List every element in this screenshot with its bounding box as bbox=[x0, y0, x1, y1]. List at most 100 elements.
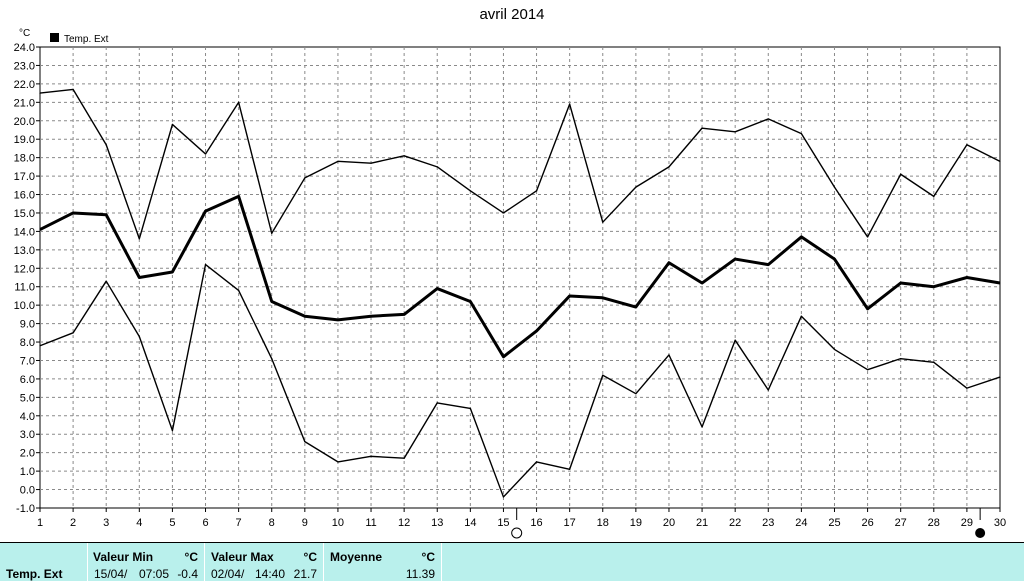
x-tick-label: 25 bbox=[828, 517, 840, 529]
y-tick-label: 4.0 bbox=[20, 411, 35, 423]
data-point bbox=[337, 160, 339, 162]
data-point bbox=[370, 162, 372, 164]
data-point bbox=[337, 319, 339, 321]
data-point bbox=[304, 441, 306, 443]
data-point bbox=[72, 332, 74, 334]
data-point bbox=[370, 455, 372, 457]
summary-footer: Temp. Ext Valeur Min °C 15/04/ 07:05 -0.… bbox=[0, 542, 1024, 581]
temperature-chart: -1.00.01.02.03.04.05.06.07.08.09.010.011… bbox=[14, 28, 1006, 539]
x-tick-label: 9 bbox=[302, 517, 308, 529]
data-point bbox=[933, 361, 935, 363]
data-point bbox=[171, 123, 174, 126]
data-point bbox=[204, 263, 207, 266]
data-point bbox=[701, 282, 703, 284]
y-tick-label: 2.0 bbox=[20, 448, 35, 460]
data-point bbox=[39, 345, 41, 347]
footer-avg-cell: Moyenne °C 11.39 bbox=[324, 543, 442, 581]
x-tick-label: 2 bbox=[70, 517, 76, 529]
data-point bbox=[271, 232, 273, 234]
x-tick-label: 24 bbox=[795, 517, 807, 529]
x-tick-label: 28 bbox=[928, 517, 940, 529]
max-unit: °C bbox=[303, 550, 317, 564]
x-tick-label: 12 bbox=[398, 517, 410, 529]
x-tick-label: 20 bbox=[663, 517, 675, 529]
avg-value: 11.39 bbox=[405, 567, 435, 581]
footer-max-cell: Valeur Max °C 02/04/ 14:40 21.7 bbox=[205, 543, 324, 581]
data-point bbox=[535, 330, 538, 332]
data-point bbox=[767, 389, 769, 391]
data-point bbox=[966, 387, 968, 389]
y-tick-label: 23.0 bbox=[14, 60, 35, 72]
data-point bbox=[535, 461, 538, 463]
x-tick-label: 26 bbox=[861, 517, 873, 529]
x-tick-label: 3 bbox=[103, 517, 109, 529]
data-point bbox=[502, 496, 505, 498]
max-label: Valeur Max bbox=[211, 550, 274, 564]
data-point bbox=[138, 276, 140, 279]
data-point bbox=[138, 238, 140, 240]
y-tick-label: 5.0 bbox=[20, 392, 35, 404]
min-time: 07:05 bbox=[139, 567, 170, 581]
x-tick-label: 19 bbox=[630, 517, 642, 529]
data-point bbox=[370, 315, 372, 317]
data-point bbox=[569, 295, 571, 297]
data-point bbox=[105, 144, 107, 146]
data-point bbox=[668, 354, 670, 356]
data-point bbox=[403, 313, 405, 315]
data-point bbox=[569, 103, 571, 105]
data-point bbox=[767, 263, 769, 266]
data-point bbox=[734, 258, 736, 260]
data-point bbox=[602, 297, 604, 299]
x-tick-label: 11 bbox=[365, 517, 376, 529]
x-tick-label: 13 bbox=[431, 517, 443, 529]
data-point bbox=[105, 214, 107, 216]
data-point bbox=[701, 127, 703, 129]
data-point bbox=[271, 358, 273, 360]
data-point bbox=[635, 186, 637, 188]
plot-area bbox=[39, 46, 1001, 509]
data-point bbox=[635, 393, 637, 395]
data-point bbox=[966, 144, 968, 146]
data-point bbox=[271, 300, 273, 303]
y-tick-label: 3.0 bbox=[20, 429, 35, 441]
y-tick-label: 11.0 bbox=[14, 282, 35, 294]
data-point bbox=[105, 280, 107, 282]
y-tick-label: 17.0 bbox=[14, 171, 35, 183]
y-tick-label: 18.0 bbox=[14, 153, 35, 165]
avg-unit: °C bbox=[421, 550, 435, 564]
data-point bbox=[866, 308, 869, 310]
data-point bbox=[734, 131, 736, 133]
y-tick-label: 8.0 bbox=[20, 337, 35, 349]
series-line-2 bbox=[39, 194, 1001, 359]
data-point bbox=[436, 287, 438, 290]
footer-row-label-cell: Temp. Ext bbox=[0, 543, 88, 581]
max-time: 14:40 bbox=[255, 567, 286, 581]
x-tick-label: 8 bbox=[269, 517, 275, 529]
data-point bbox=[39, 92, 41, 94]
data-point bbox=[502, 212, 505, 214]
x-tick-label: 22 bbox=[729, 517, 741, 529]
data-point bbox=[436, 166, 438, 168]
y-tick-label: 14.0 bbox=[14, 226, 35, 238]
data-point bbox=[469, 190, 471, 192]
y-tick-label: 1.0 bbox=[20, 466, 35, 478]
data-point bbox=[238, 101, 240, 103]
x-tick-label: 14 bbox=[464, 517, 476, 529]
x-tick-label: 10 bbox=[332, 517, 344, 529]
data-point bbox=[833, 186, 836, 188]
data-point bbox=[668, 262, 670, 264]
min-label: Valeur Min bbox=[93, 550, 154, 564]
data-point bbox=[900, 173, 902, 175]
data-point bbox=[966, 276, 968, 279]
data-point bbox=[238, 289, 240, 292]
data-point bbox=[602, 374, 604, 376]
data-point bbox=[635, 306, 637, 308]
x-tick-label: 6 bbox=[202, 517, 208, 529]
y-tick-label: 20.0 bbox=[14, 116, 35, 128]
x-tick-label: 21 bbox=[696, 517, 708, 529]
x-tick-label: 18 bbox=[597, 517, 609, 529]
data-point bbox=[999, 282, 1001, 284]
max-value: 21.7 bbox=[293, 567, 317, 581]
y-tick-label: 6.0 bbox=[20, 374, 35, 386]
y-tick-label: 7.0 bbox=[20, 355, 35, 367]
